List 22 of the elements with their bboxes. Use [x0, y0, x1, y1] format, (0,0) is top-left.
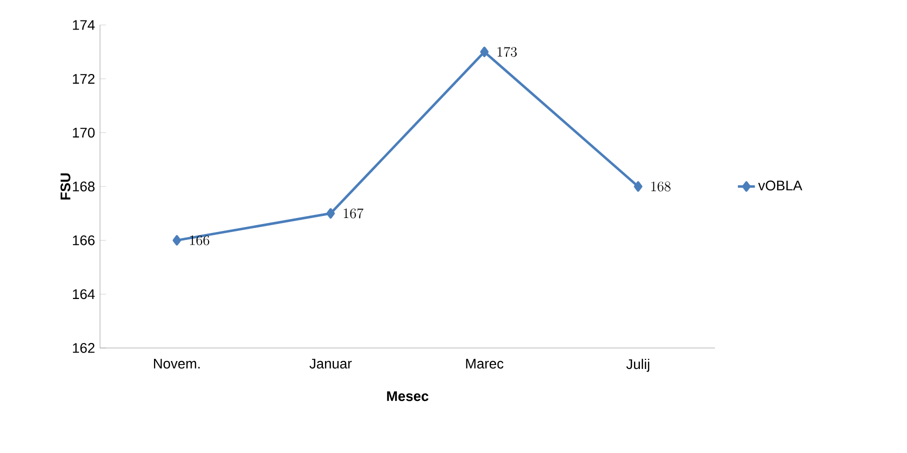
data-label: 168: [651, 182, 670, 192]
point: [480, 46, 489, 58]
y-tick-label: 174: [72, 20, 95, 30]
data-label: 173: [498, 46, 517, 57]
y-tick-label: 168: [72, 182, 95, 192]
y-tick-label: 164: [72, 289, 95, 300]
legend-label: vOBLA: [758, 180, 802, 190]
y-tick-label: 172: [72, 74, 94, 84]
data-label: 167: [344, 208, 364, 218]
x-tick-label: Novem.: [154, 358, 200, 369]
point: [634, 181, 642, 192]
x-tick-label: Januar: [310, 358, 352, 369]
y-tick-label: 170: [72, 128, 95, 138]
y-tick-label: 166: [72, 235, 95, 246]
x-tick-label: Julij: [626, 358, 650, 372]
y-tick-label: 162: [72, 343, 94, 353]
x-tick-label: Marec: [466, 358, 504, 369]
data-label: 166: [190, 235, 210, 246]
point: [172, 235, 182, 246]
y-axis-title: FSU: [60, 173, 70, 200]
x-axis-title: Mesec: [387, 391, 428, 402]
point: [326, 208, 335, 219]
